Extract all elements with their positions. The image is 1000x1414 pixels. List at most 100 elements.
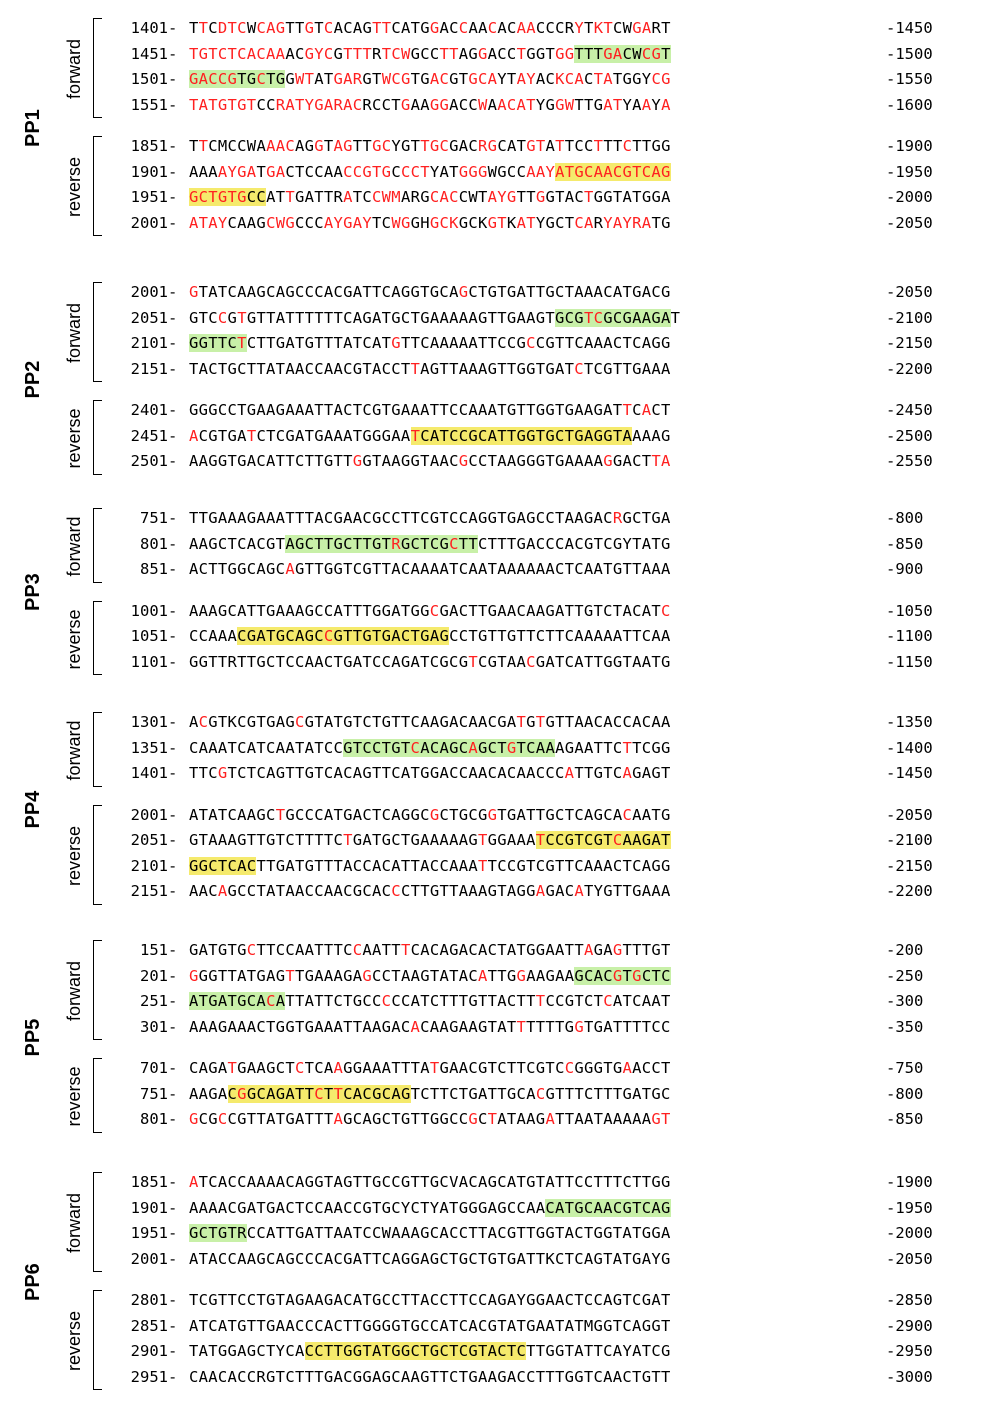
mismatch-base: TA [651, 452, 671, 470]
row-end-position: -300 [886, 992, 924, 1010]
row-end-position: -2500 [886, 426, 933, 445]
nucleotide-sequence: TTCDTCWCAGTTGTCACAGTTCATGGACCAACACAACCCR… [189, 19, 671, 37]
sequence-row: 2901- TATGGAGCTYCACCTTGGTATGGCTGCTCGTACTC… [0, 1341, 1000, 1361]
mismatch-base: C [217, 1110, 228, 1128]
nucleotide-sequence: ATGATGCACATTATTCTGCCCCCATCTTTGTTACTTTCCG… [189, 992, 671, 1010]
bracket [93, 600, 102, 675]
nucleotide-sequence: TATGGAGCTYCACCTTGGTATGGCTGCTCGTACTCTTGGT… [189, 1342, 671, 1360]
row-end-position: -2000 [886, 188, 933, 206]
row-start-position: 1551 [130, 95, 168, 114]
nucleotide-sequence: GGGTTATGAGTTGAAAGAGCCTAAGTATACATTGGAAGAA… [189, 966, 671, 985]
forward-primer-segment: TCAA [516, 738, 556, 757]
row-end-position: -2950 [886, 1342, 933, 1360]
mismatch-base: C [217, 308, 228, 327]
mismatch-base: T [198, 137, 209, 155]
row-start-position: 2051 [130, 831, 168, 849]
row-end-position: -2850 [886, 1291, 933, 1309]
row-start-position: 2151 [130, 359, 168, 378]
row-dash: - [168, 162, 178, 181]
mismatch-base: T [468, 652, 478, 671]
forward-primer-segment: GCAC [574, 966, 613, 985]
forward-primer-segment: C [266, 992, 276, 1010]
row-end-position: -2100 [886, 831, 933, 849]
row-dash: - [168, 359, 178, 378]
row-end-position: -1900 [886, 137, 933, 155]
bracket [93, 804, 102, 905]
row-start-position: 2401 [130, 401, 168, 419]
mismatch-base: T [516, 713, 527, 731]
row-start-position: 2001 [130, 213, 168, 232]
nucleotide-sequence: TTCGTCTCAGTTGTCACAGTTCATGGACCAACACAACCCA… [189, 764, 671, 782]
reverse-primer-segment: C [323, 627, 334, 645]
row-start-position: 2101 [130, 856, 168, 875]
mismatch-base: A [217, 882, 228, 900]
nucleotide-sequence: AAAACGATGACTCCAACCGTGCYCTYATGGGAGCCAACAT… [189, 1198, 671, 1217]
row-dash: - [168, 601, 178, 620]
row-start-position: 1851 [130, 137, 168, 155]
mismatch-base: A [478, 966, 488, 985]
forward-block: forward 2001- GTATCAAGCAGCCCACGATTCAGGTGCA… [0, 282, 1000, 384]
row-dash: - [168, 283, 178, 301]
row-dash: - [168, 1198, 178, 1217]
row-dash: - [168, 1249, 178, 1268]
mismatch-base: C [526, 334, 536, 352]
mismatch-base: G [304, 19, 315, 37]
mismatch-base: TATGTGT [189, 95, 257, 114]
mismatch-base: TGC [420, 137, 450, 155]
mismatch-base: C [487, 19, 498, 37]
row-dash: - [168, 19, 178, 37]
mismatch-base: G [487, 805, 498, 824]
row-end-position: -200 [886, 941, 924, 959]
forward-primer-segment: GACCG [189, 70, 238, 88]
row-dash: - [168, 1084, 178, 1103]
nucleotide-sequence: ATCACCAAAACAGGTAGTTGCCGTTGCVACAGCATGTATT… [189, 1173, 671, 1191]
mismatch-base: WT [294, 70, 315, 88]
forward-block: forward 151- GATGTGCTTCCAATTTCCAATTTCACAGA… [0, 940, 1000, 1042]
sequence-row: 1001- AAAGCATTGAAAGCCATTTGGATGGCGACTTGAAC… [0, 601, 1000, 621]
row-dash: - [168, 831, 178, 849]
sequence-row: 251- ATGATGCACATTATTCTGCCCCCATCTTTGTTACTT… [0, 991, 1000, 1011]
sequence-row: 1301- ACGTKCGTGAGCGTATGTCTGTTCAAGACAACGAT… [0, 712, 1000, 732]
nucleotide-sequence: ATACCAAGCAGCCCACGATTCAGGAGCTGCTGTGATTKCT… [189, 1249, 671, 1268]
mismatch-base: CAC [429, 188, 459, 206]
forward-primer-segment: R [391, 534, 401, 553]
reverse-primer-segment: ATGCAACGTCAG [555, 162, 671, 181]
reverse-primer-segment: T [323, 1084, 334, 1103]
row-dash: - [168, 764, 178, 782]
sequence-row: 2451- ACGTGATCTCGATGAAATGGGAATCATCCGCATTG… [0, 426, 1000, 446]
sequence-row: 2501- AAGGTGACATTCTTGTTGGTAAGGTAACGCCTAAG… [0, 451, 1000, 471]
mismatch-base: A [622, 1059, 633, 1077]
mismatch-base: G [189, 283, 199, 301]
forward-primer-segment: ATGATGCA [189, 992, 267, 1010]
row-end-position: -1550 [886, 70, 933, 88]
row-start-position: 1951 [130, 188, 168, 206]
mismatch-base: T [429, 1059, 440, 1077]
bracket [93, 1290, 102, 1390]
forward-primer-segment: TG [266, 70, 286, 88]
mismatch-base: ACAT [497, 95, 536, 114]
row-dash: - [168, 1059, 178, 1077]
mismatch-base: CA [574, 213, 594, 232]
mismatch-base: A [661, 95, 671, 114]
mismatch-base: GT [487, 213, 507, 232]
row-end-position: -2000 [886, 1224, 933, 1242]
sequence-row: 801- AAGCTCACGTAGCTTGCTTGTRGCTCGCTTCTTTGA… [0, 534, 1000, 554]
mismatch-base: C [574, 359, 584, 378]
row-dash: - [168, 805, 178, 824]
nucleotide-sequence: TTCMCCWAAACAGGTAGTTGCYGTTGCGACRGCATGTATT… [189, 137, 671, 155]
nucleotide-sequence: AACAGCCTATAACCAACGCACCCTTGTTAAAGTAGGAGAC… [189, 882, 671, 900]
mismatch-base: C [622, 805, 633, 824]
reverse-primer-segment: C [314, 1084, 324, 1103]
row-dash: - [168, 1342, 178, 1360]
reverse-primer-segment: CC [246, 188, 267, 206]
row-start-position: 1301 [130, 713, 168, 731]
mismatch-base: KCA [555, 70, 584, 88]
mismatch-base: C [660, 601, 671, 620]
mismatch-base: G [478, 44, 488, 63]
nucleotide-sequence: ACGTGATCTCGATGAAATGGGAATCATCCGCATTGGTGCT… [189, 426, 671, 445]
mismatch-base: T [584, 188, 594, 206]
mismatch-base: T [535, 713, 546, 731]
row-start-position: 1401 [130, 764, 168, 782]
mismatch-base: G [217, 764, 228, 782]
row-dash: - [168, 70, 178, 88]
